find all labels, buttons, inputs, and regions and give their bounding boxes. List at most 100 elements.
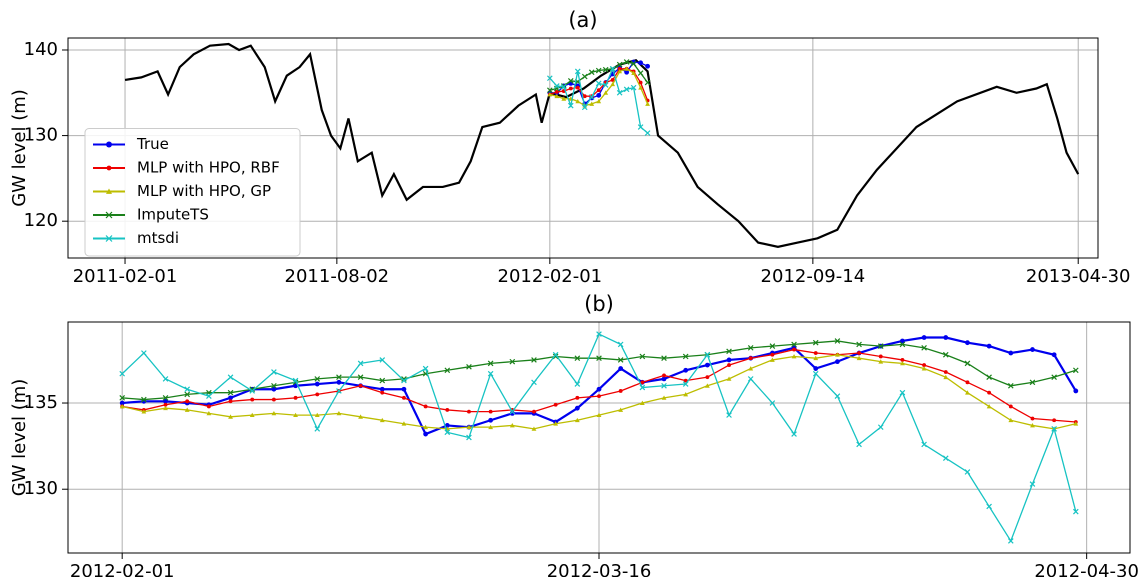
marker <box>588 94 595 100</box>
marker <box>943 370 948 374</box>
marker <box>249 386 256 393</box>
marker <box>487 370 494 377</box>
marker <box>380 390 385 395</box>
x-tick-label: 2012-03-16 <box>547 561 652 577</box>
marker <box>141 396 147 403</box>
marker <box>661 382 667 389</box>
marker <box>488 409 493 414</box>
marker <box>639 400 645 405</box>
marker <box>271 386 277 392</box>
marker <box>119 395 126 401</box>
marker <box>900 358 905 362</box>
marker <box>336 410 342 416</box>
marker <box>639 353 646 360</box>
y-tick-label: 120 <box>24 210 58 231</box>
marker <box>596 88 601 93</box>
marker <box>561 96 567 101</box>
marker <box>726 412 732 418</box>
marker <box>423 404 428 409</box>
marker <box>682 381 689 387</box>
marker <box>610 78 615 82</box>
marker <box>986 343 992 349</box>
marker <box>589 101 595 106</box>
marker <box>336 379 342 385</box>
marker <box>444 429 451 436</box>
marker <box>249 412 255 418</box>
marker <box>638 85 644 90</box>
marker <box>401 377 407 384</box>
marker <box>596 355 602 362</box>
marker <box>1008 417 1014 423</box>
marker <box>1072 508 1079 515</box>
marker <box>791 431 797 437</box>
marker <box>899 341 906 348</box>
marker <box>769 343 776 349</box>
marker <box>466 363 472 370</box>
marker <box>661 376 667 382</box>
series <box>119 352 1079 431</box>
marker <box>877 343 884 349</box>
marker <box>630 84 637 91</box>
marker <box>964 469 971 475</box>
marker <box>547 75 553 82</box>
marker <box>552 353 559 360</box>
legend-label: MLP with HPO, GP <box>137 182 271 200</box>
marker <box>553 402 558 407</box>
y-axis-label: GW level (m) <box>9 89 30 207</box>
marker <box>640 380 645 385</box>
marker <box>119 370 126 377</box>
marker <box>249 388 256 394</box>
marker <box>812 370 819 377</box>
marker <box>637 70 644 76</box>
marker <box>964 360 971 367</box>
marker <box>596 386 602 392</box>
marker <box>899 389 906 396</box>
marker <box>292 377 299 384</box>
series <box>547 65 651 136</box>
marker <box>162 376 169 382</box>
marker <box>813 366 819 371</box>
marker <box>661 395 667 400</box>
marker <box>574 417 580 423</box>
marker <box>162 395 169 401</box>
marker <box>1051 426 1057 432</box>
plot-frame <box>67 321 1131 554</box>
y-tick-label: 130 <box>24 125 58 146</box>
marker <box>1007 382 1014 389</box>
marker <box>704 383 710 388</box>
marker <box>401 386 407 392</box>
marker <box>422 365 429 372</box>
marker <box>748 366 754 371</box>
marker <box>575 98 581 104</box>
x-tick-label: 2012-04-30 <box>1034 561 1139 577</box>
marker <box>595 67 602 74</box>
marker <box>618 366 624 371</box>
marker <box>986 503 992 510</box>
marker <box>1030 423 1035 428</box>
marker <box>1008 404 1013 409</box>
marker <box>704 351 711 358</box>
marker <box>624 69 630 75</box>
marker <box>748 356 753 361</box>
legend-label: MLP with HPO, RBF <box>137 159 280 177</box>
marker <box>271 382 277 389</box>
marker <box>623 59 630 65</box>
marker <box>141 350 147 356</box>
marker <box>726 376 732 381</box>
marker <box>228 414 233 419</box>
marker <box>445 407 450 412</box>
marker <box>185 399 190 404</box>
series <box>120 347 1078 424</box>
marker <box>402 395 406 400</box>
marker <box>727 363 731 368</box>
marker <box>401 421 407 426</box>
marker <box>547 92 553 97</box>
marker <box>574 405 580 411</box>
series <box>547 59 651 94</box>
marker <box>588 69 595 76</box>
marker <box>314 381 320 387</box>
marker <box>1051 374 1057 380</box>
x-tick-label: 2013-04-30 <box>1026 266 1131 287</box>
marker <box>227 389 234 396</box>
marker <box>986 374 992 380</box>
